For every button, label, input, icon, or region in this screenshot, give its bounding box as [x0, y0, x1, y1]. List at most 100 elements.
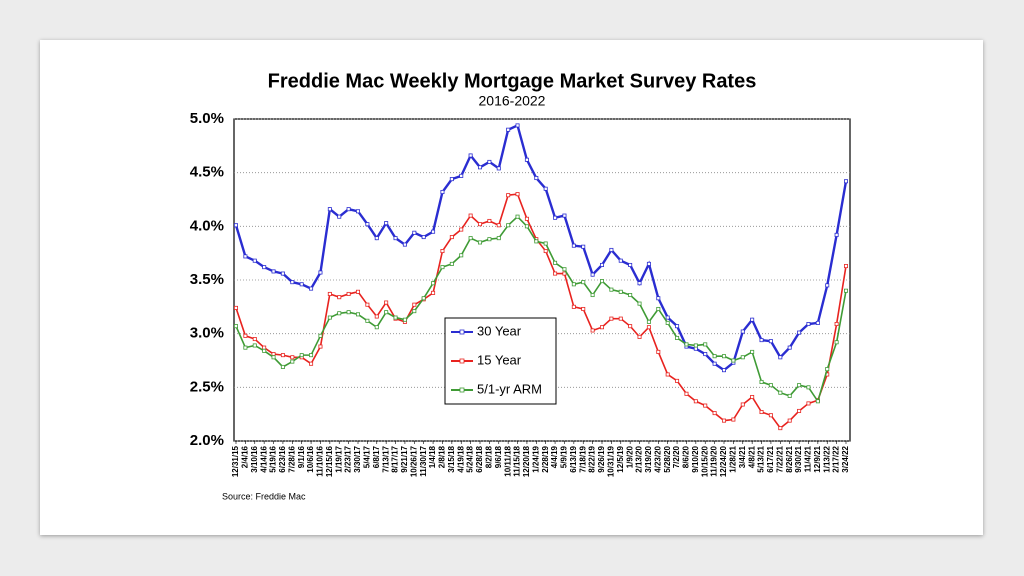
point-marker	[393, 236, 398, 241]
point-marker	[506, 223, 511, 228]
point-marker	[693, 346, 698, 351]
point-marker	[562, 267, 567, 272]
x-tick-label: 7/2/20	[672, 445, 681, 468]
point-marker	[243, 254, 248, 259]
point-marker	[477, 165, 482, 170]
point-marker	[684, 342, 689, 347]
point-marker	[543, 186, 548, 191]
point-marker	[271, 352, 276, 357]
x-tick-label: 11/15/18	[513, 445, 522, 476]
x-tick-label: 12/15/16	[325, 445, 334, 477]
point-marker	[675, 335, 680, 340]
point-marker	[299, 282, 304, 287]
point-marker	[609, 247, 614, 252]
point-marker	[271, 355, 276, 360]
x-tick-label: 9/30/21	[794, 445, 803, 472]
point-marker	[374, 314, 379, 319]
x-tick-label: 7/13/17	[381, 445, 390, 472]
point-marker	[515, 214, 520, 219]
y-tick-label: 4.5%	[190, 164, 224, 181]
point-marker	[571, 282, 576, 287]
x-tick-label: 3/4/21	[738, 445, 747, 468]
point-marker	[496, 223, 501, 228]
point-marker	[628, 262, 633, 267]
x-tick-label: 2/23/17	[344, 445, 353, 472]
point-marker	[271, 269, 276, 274]
y-tick-label: 3.5%	[190, 271, 224, 288]
point-marker	[703, 342, 708, 347]
x-tick-label: 5/4/17	[362, 445, 371, 468]
point-marker	[646, 325, 651, 330]
x-tick-label: 6/28/18	[475, 445, 484, 472]
point-marker	[431, 290, 436, 295]
x-tick-label: 11/4/21	[804, 445, 813, 472]
point-marker	[365, 222, 370, 227]
x-tick-label: 1/4/18	[428, 445, 437, 468]
point-marker	[337, 311, 342, 316]
point-marker	[374, 325, 379, 330]
point-marker	[656, 296, 661, 301]
point-marker	[280, 364, 285, 369]
x-tick-label: 7/22/21	[775, 445, 784, 472]
point-marker	[834, 232, 839, 237]
point-marker	[609, 316, 614, 321]
point-marker	[740, 355, 745, 360]
point-marker	[421, 296, 426, 301]
point-marker	[290, 280, 295, 285]
point-marker	[515, 192, 520, 197]
x-tick-label: 7/28/16	[287, 445, 296, 472]
x-tick-label: 1/19/17	[334, 445, 343, 472]
point-marker	[393, 315, 398, 320]
point-marker	[609, 287, 614, 292]
point-marker	[543, 241, 548, 246]
x-tick-label: 4/19/18	[456, 445, 465, 472]
point-marker	[243, 333, 248, 338]
point-marker	[534, 239, 539, 244]
point-marker	[280, 353, 285, 358]
point-marker	[327, 291, 332, 296]
point-marker	[252, 343, 257, 348]
point-marker	[365, 302, 370, 307]
x-tick-label: 3/19/20	[644, 445, 653, 472]
x-tick-label: 12/20/18	[522, 445, 531, 477]
point-marker	[750, 394, 755, 399]
source-note: Source: Freddie Mac	[222, 491, 306, 501]
point-marker	[534, 176, 539, 181]
point-marker	[693, 399, 698, 404]
x-tick-label: 11/19/20	[710, 445, 719, 476]
x-tick-label: 8/6/20	[682, 445, 691, 468]
point-marker	[477, 222, 482, 227]
x-tick-label: 12/5/19	[616, 445, 625, 472]
point-marker	[440, 249, 445, 254]
point-marker	[731, 358, 736, 363]
point-marker	[243, 345, 248, 350]
point-marker	[440, 265, 445, 270]
point-marker	[787, 345, 792, 350]
point-marker	[815, 399, 820, 404]
x-tick-label: 4/8/21	[747, 445, 756, 468]
point-marker	[637, 301, 642, 306]
point-marker	[618, 289, 623, 294]
point-marker	[487, 218, 492, 223]
point-marker	[468, 153, 473, 158]
x-tick-label: 5/13/21	[757, 445, 766, 472]
point-marker	[262, 345, 267, 350]
legend-label: 30 Year	[477, 323, 522, 338]
x-tick-label: 11/10/16	[316, 445, 325, 476]
point-marker	[581, 306, 586, 311]
point-marker	[759, 379, 764, 384]
y-tick-label: 3.0%	[190, 325, 224, 342]
x-tick-label: 5/9/19	[560, 445, 569, 468]
point-marker	[778, 390, 783, 395]
legend-marker	[459, 358, 465, 364]
point-marker	[337, 295, 342, 300]
point-marker	[355, 289, 360, 294]
point-marker	[515, 123, 520, 128]
x-tick-label: 8/2/18	[484, 445, 493, 468]
x-tick-label: 7/18/19	[578, 445, 587, 472]
point-marker	[646, 319, 651, 324]
point-marker	[412, 230, 417, 235]
legend-marker	[459, 387, 465, 393]
x-tick-label: 3/24/22	[841, 445, 850, 472]
